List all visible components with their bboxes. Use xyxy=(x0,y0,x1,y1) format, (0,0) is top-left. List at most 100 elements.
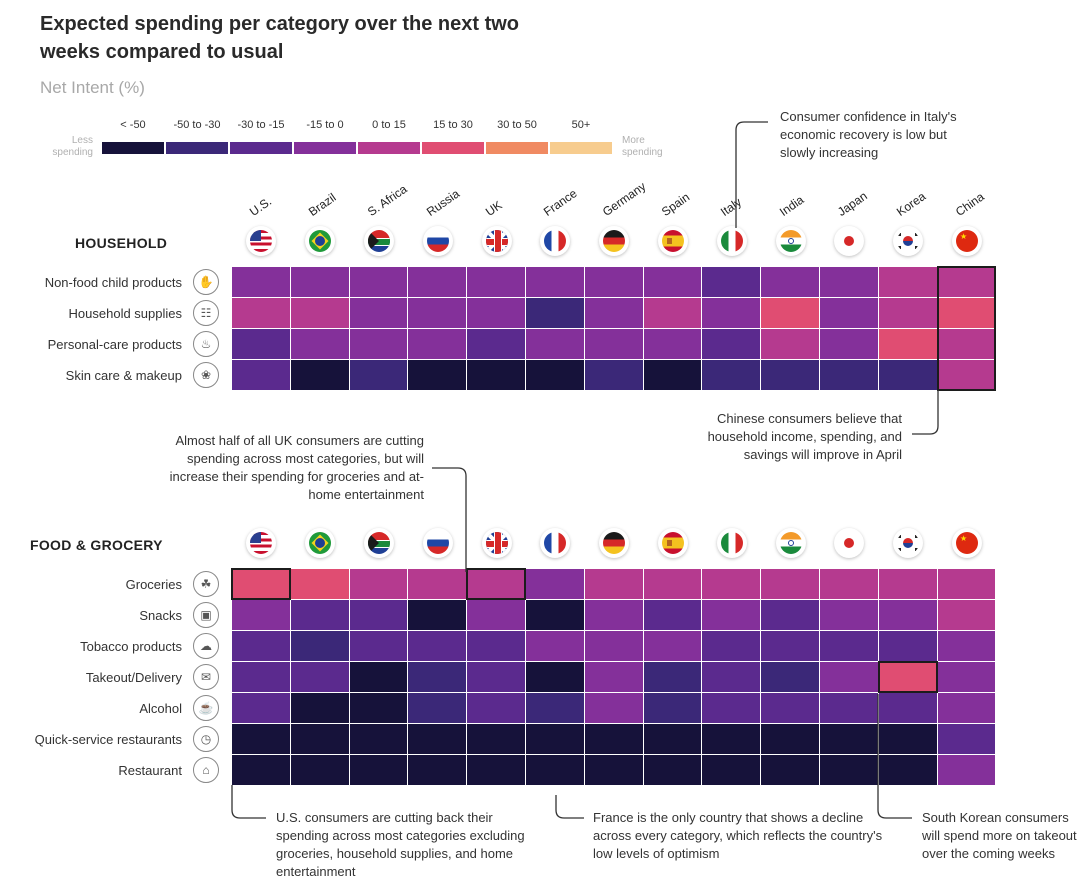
heatmap-cell xyxy=(878,662,937,692)
legend-bin-label: < -50 xyxy=(120,119,146,131)
highlight-us-groceries xyxy=(231,568,291,600)
personal-care-icon: ♨ xyxy=(193,331,219,357)
heatmap-cell xyxy=(937,662,996,692)
heatmap-cell xyxy=(467,724,525,754)
tobacco-icon: ☁ xyxy=(193,633,219,659)
france-flag-icon xyxy=(540,528,571,558)
heatmap-cell xyxy=(349,693,408,723)
china-flag-icon: ★ xyxy=(952,226,982,256)
heatmap-cell xyxy=(937,693,996,723)
heatmap-cell xyxy=(232,662,290,692)
heatmap-cell xyxy=(584,693,643,723)
legend-bin-label: 50+ xyxy=(571,119,591,131)
heatmap-cell xyxy=(408,631,467,661)
legend-swatch xyxy=(358,142,420,154)
heatmap-cell xyxy=(878,329,937,359)
korea-flag-icon xyxy=(893,528,924,558)
russia-flag-icon xyxy=(422,528,453,558)
legend-bin-label: 30 to 50 xyxy=(497,119,537,131)
heatmap-cell xyxy=(643,267,702,297)
heatmap-cell xyxy=(643,755,702,785)
heatmap-cell xyxy=(761,329,819,359)
heatmap-cell xyxy=(290,569,349,599)
heatmap-cell xyxy=(584,724,643,754)
legend-more-label: More spending xyxy=(622,135,663,158)
heatmap-cell xyxy=(467,360,525,390)
category-label: Snacks xyxy=(139,608,182,623)
category-label: Non-food child products xyxy=(44,275,182,290)
heatmap-cell xyxy=(820,569,878,599)
annotation-italy: Consumer confidence in Italy's economic … xyxy=(780,109,957,160)
heatmap-cell xyxy=(761,631,819,661)
category-label: Groceries xyxy=(125,577,182,592)
heatmap-cell xyxy=(290,724,349,754)
legend-bin-label: -30 to -15 xyxy=(237,119,285,131)
heatmap-cell xyxy=(820,267,878,297)
heatmap-cell xyxy=(526,298,584,328)
skin-care-icon: ❀ xyxy=(193,362,219,388)
heatmap-cell xyxy=(702,631,761,661)
heatmap-cell xyxy=(820,693,878,723)
heatmap-cell xyxy=(820,360,878,390)
heatmap-cell xyxy=(702,360,761,390)
section-title-household: HOUSEHOLD xyxy=(75,235,168,251)
us-leader-line xyxy=(231,785,266,819)
heatmap-cell xyxy=(878,298,937,328)
legend-less-label: Less spending xyxy=(52,135,93,158)
heatmap-cell xyxy=(643,662,702,692)
heatmap-cell xyxy=(232,755,290,785)
heatmap-cell xyxy=(408,600,467,630)
quick-service-icon: ◷ xyxy=(193,726,219,752)
heatmap-cell xyxy=(349,755,408,785)
annotation-france: France is the only country that shows a … xyxy=(593,810,883,861)
france-flag-icon xyxy=(540,226,571,256)
category-label: Tobacco products xyxy=(80,639,182,654)
china-leader-line xyxy=(912,390,939,435)
heatmap-cell xyxy=(584,662,643,692)
heatmap-cell xyxy=(820,662,878,692)
heatmap-cell xyxy=(349,360,408,390)
heatmap-cell xyxy=(232,360,290,390)
heatmap-cell xyxy=(937,631,996,661)
heatmap-cell xyxy=(702,693,761,723)
heatmap-cell xyxy=(349,569,408,599)
highlight-korea-takeout xyxy=(877,661,938,693)
heatmap-cell xyxy=(349,600,408,630)
heatmap-cell xyxy=(584,600,643,630)
heatmap-cell xyxy=(643,724,702,754)
heatmap-cell xyxy=(467,569,525,599)
heatmap-cell xyxy=(643,600,702,630)
household-supplies-icon: ☷ xyxy=(193,300,219,326)
heatmap-cell xyxy=(878,693,937,723)
legend-swatch xyxy=(102,142,164,154)
uk-flag-icon xyxy=(481,226,512,256)
china-flag-icon: ★ xyxy=(952,528,982,558)
italy-leader-line xyxy=(735,121,768,228)
heatmap-cell xyxy=(937,360,996,390)
heatmap-cell xyxy=(584,267,643,297)
us-flag-icon xyxy=(246,528,277,558)
heatmap-cell xyxy=(761,755,819,785)
heatmap-cell xyxy=(349,662,408,692)
heatmap-cell xyxy=(290,298,349,328)
france-leader-line xyxy=(555,795,584,819)
heatmap-cell xyxy=(702,267,761,297)
heatmap-cell xyxy=(232,600,290,630)
chart-subtitle: Net Intent (%) xyxy=(40,78,145,97)
heatmap-cell xyxy=(937,724,996,754)
heatmap-cell xyxy=(878,724,937,754)
heatmap-cell xyxy=(820,329,878,359)
us-flag-icon xyxy=(246,226,277,256)
heatmap-cell xyxy=(937,600,996,630)
spain-flag-icon xyxy=(658,528,688,558)
category-label: Alcohol xyxy=(139,701,182,716)
heatmap-cell xyxy=(761,360,819,390)
heatmap-cell xyxy=(702,600,761,630)
heatmap-cell xyxy=(878,360,937,390)
legend-bin-label: -15 to 0 xyxy=(306,119,344,131)
heatmap-cell xyxy=(584,755,643,785)
korea-leader-line xyxy=(877,694,912,819)
legend-bin-label: 0 to 15 xyxy=(372,119,406,131)
category-label: Skin care & makeup xyxy=(65,368,182,383)
